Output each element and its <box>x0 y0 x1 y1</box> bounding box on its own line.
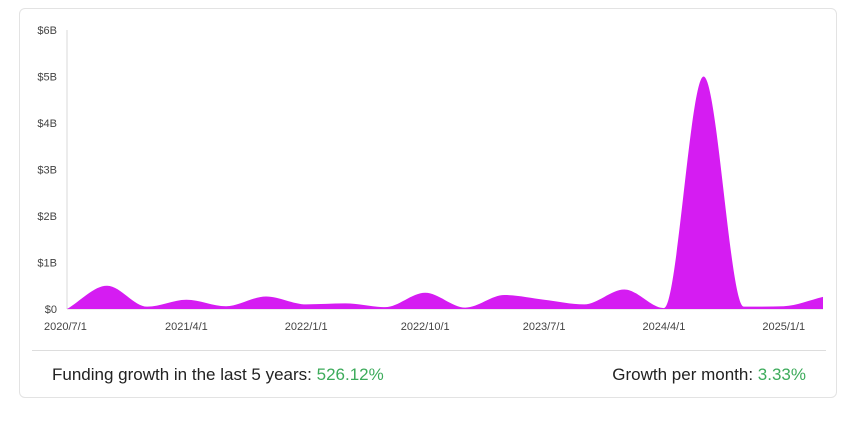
data-point <box>702 75 706 79</box>
data-point <box>343 301 347 305</box>
monthly-growth-stat: Growth per month: 3.33% <box>612 365 806 385</box>
x-tick-label: 2025/1/1 <box>762 321 805 333</box>
data-point <box>582 302 586 306</box>
data-point <box>821 295 825 299</box>
data-point <box>662 306 666 310</box>
funding-growth-label: Funding growth in the last 5 years: <box>52 365 312 384</box>
y-tick-label: $6B <box>37 25 57 37</box>
x-tick-label: 2023/7/1 <box>523 321 566 333</box>
data-point <box>184 298 188 302</box>
data-point <box>622 287 626 291</box>
data-point <box>224 304 228 308</box>
y-tick-label: $1B <box>37 258 57 270</box>
data-point <box>383 305 387 309</box>
data-point <box>145 305 149 309</box>
divider <box>32 350 826 351</box>
x-tick-label: 2022/10/1 <box>401 321 450 333</box>
y-tick-label: $2B <box>37 211 57 223</box>
monthly-growth-label: Growth per month: <box>612 365 754 384</box>
y-axis-ticks: $0 $1B $2B $3B $4B $5B $6B <box>37 25 57 316</box>
x-tick-label: 2021/4/1 <box>165 321 208 333</box>
x-tick-label: 2020/7/1 <box>44 321 87 333</box>
y-tick-label: $0 <box>45 304 57 316</box>
x-tick-label: 2022/1/1 <box>285 321 328 333</box>
x-tick-label: 2024/4/1 <box>643 321 686 333</box>
x-axis-ticks: 2020/7/1 2021/4/1 2022/1/1 2022/10/1 2023/7/… <box>44 321 805 333</box>
data-point <box>542 298 546 302</box>
funding-growth-value: 526.12% <box>316 365 384 384</box>
data-point <box>423 291 427 295</box>
data-point <box>502 293 506 297</box>
y-tick-label: $3B <box>37 165 57 177</box>
data-point <box>782 304 786 308</box>
y-tick-label: $5B <box>37 72 57 84</box>
monthly-growth-value: 3.33% <box>757 365 806 384</box>
data-point <box>105 284 109 288</box>
data-point <box>65 307 69 311</box>
data-point <box>304 302 308 306</box>
y-tick-label: $4B <box>37 118 57 130</box>
funding-growth-stat: Funding growth in the last 5 years: 526.… <box>52 365 384 385</box>
data-point <box>264 294 268 298</box>
data-point <box>463 306 467 310</box>
data-point <box>742 305 746 309</box>
funding-area-series <box>67 76 823 309</box>
funding-area-chart: $0$1B$2B$3B$4B$5B$6B 2020/7/1 2021/4/1 202… <box>37 25 825 333</box>
